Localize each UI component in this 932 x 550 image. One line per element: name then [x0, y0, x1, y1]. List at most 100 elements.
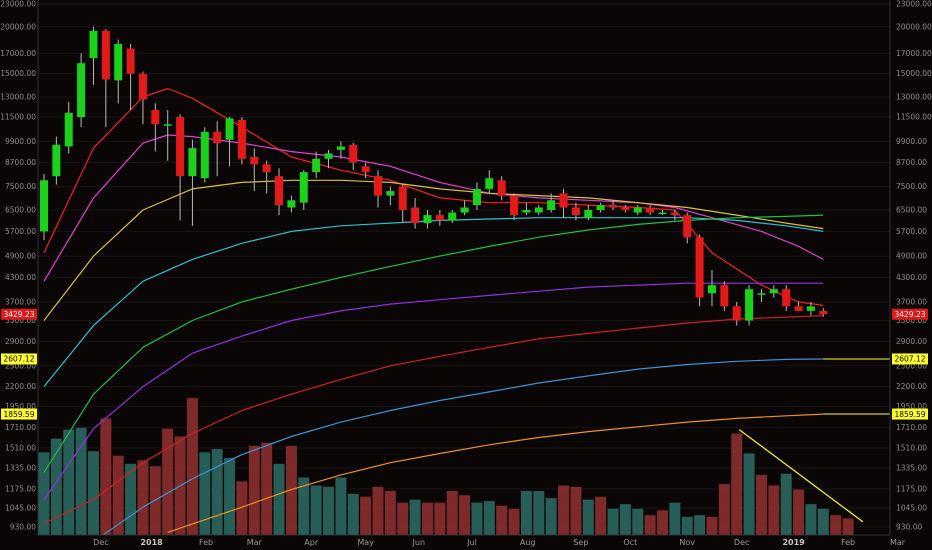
y-tick-right: 1950.00 — [896, 402, 927, 411]
volume-bar — [323, 486, 335, 535]
volume-bar — [582, 499, 594, 535]
y-tick-left: 13000.00 — [0, 93, 36, 102]
volume-bar — [706, 516, 718, 535]
volume-bar — [817, 508, 829, 535]
x-tick-label: Mar — [890, 538, 906, 547]
y-tick-left: 2200.00 — [5, 382, 36, 391]
trendline[interactable] — [738, 429, 864, 523]
volume-bar — [112, 455, 124, 535]
y-tick-right: 15000.00 — [896, 69, 932, 78]
candle — [423, 210, 432, 229]
y-tick-left: 4300.00 — [5, 273, 36, 282]
right-price-axis[interactable]: 930.00 1045.00 1175.00 1335.00 1510.00 1710.0… — [896, 0, 932, 532]
volume-bar — [471, 502, 483, 535]
y-tick-right: 4900.00 — [896, 252, 927, 261]
moving-average-line — [43, 315, 824, 525]
candle — [571, 202, 580, 221]
volume-bar — [335, 477, 347, 535]
x-axis-strip — [0, 535, 932, 550]
volume-bar — [558, 485, 570, 535]
left-price-axis[interactable]: 930.00 1045.00 1175.00 1335.00 1510.00 1710.0… — [0, 0, 36, 532]
volume-bar — [842, 518, 854, 535]
level-badge-text: 1859.59 — [894, 410, 925, 419]
volume-bar — [261, 442, 273, 535]
y-tick-right: 7500.00 — [896, 182, 927, 191]
y-tick-left: 7500.00 — [5, 182, 36, 191]
level-badge-left — [1, 408, 37, 420]
y-tick-left: 930.00 — [10, 523, 36, 532]
y-tick-right: 4300.00 — [896, 273, 927, 282]
y-tick-left: 1710.00 — [5, 423, 36, 432]
y-tick-left: 1175.00 — [5, 484, 36, 493]
volume-bar — [694, 515, 706, 535]
moving-average-line — [43, 179, 824, 321]
x-tick-label: Feb — [841, 538, 855, 547]
volume-bar — [508, 508, 520, 535]
volume-bar — [657, 510, 668, 535]
y-tick-left: 1045.00 — [5, 503, 36, 512]
volume-bar — [372, 486, 384, 535]
volume-bar — [520, 490, 532, 535]
candle — [373, 170, 382, 208]
candle — [52, 136, 61, 185]
candle — [176, 114, 185, 221]
volume-bar — [768, 485, 780, 535]
volume-bar — [434, 502, 446, 535]
candle — [522, 202, 531, 216]
candle — [349, 143, 358, 171]
volume-bar — [533, 490, 545, 535]
candle — [336, 141, 345, 159]
candle — [40, 174, 48, 241]
y-tick-left: 1335.00 — [5, 464, 36, 473]
y-tick-left: 1950.00 — [5, 402, 36, 411]
candle — [460, 200, 469, 216]
x-tick-label: Feb — [199, 538, 213, 547]
y-tick-left: 4900.00 — [5, 252, 36, 261]
y-tick-right: 3300.00 — [896, 316, 927, 325]
volume-bar — [421, 502, 433, 535]
candle — [745, 285, 754, 326]
candle — [188, 139, 197, 226]
y-tick-left: 3300.00 — [5, 316, 36, 325]
candle — [497, 176, 506, 201]
volume-bar — [224, 458, 236, 535]
level-badge-right — [892, 408, 928, 420]
candle — [547, 193, 556, 213]
y-tick-right: 17000.00 — [896, 49, 932, 58]
y-tick-left: 2500.00 — [5, 361, 36, 370]
x-tick-label: May — [357, 538, 374, 547]
y-tick-right: 3700.00 — [896, 297, 927, 306]
candle — [324, 149, 333, 169]
volume-bar — [248, 445, 260, 535]
x-tick-label: Nov — [679, 538, 695, 547]
volume-bar — [63, 429, 75, 535]
volume-bar — [100, 418, 112, 535]
volume-bar — [125, 463, 137, 535]
y-tick-right: 8700.00 — [896, 158, 927, 167]
time-axis[interactable]: Dec 2018 Feb Mar Apr May Jun Jul Aug Sep Oct Nov Dec… — [93, 538, 906, 547]
volume-bar — [805, 504, 817, 535]
volume-bar — [595, 496, 607, 535]
candle — [361, 162, 370, 179]
volume-bars — [38, 398, 854, 535]
volume-bar — [718, 484, 730, 535]
volume-bar — [75, 427, 87, 535]
candle — [213, 121, 222, 177]
candle — [275, 168, 284, 216]
candle — [312, 151, 321, 179]
volume-bar — [162, 428, 174, 535]
volume-bar — [743, 453, 755, 535]
volume-bar — [669, 502, 681, 535]
volume-bar — [298, 477, 310, 535]
volume-bar — [360, 496, 372, 535]
volume-trendline[interactable] — [738, 429, 864, 523]
candle — [101, 29, 110, 128]
candle — [609, 200, 618, 211]
moving-average-line — [43, 214, 824, 473]
y-tick-right: 1335.00 — [896, 464, 927, 473]
volume-bar — [310, 485, 322, 535]
volume-bar — [607, 508, 619, 535]
x-tick-label: Aug — [520, 538, 536, 547]
x-tick-label: Oct — [623, 538, 637, 547]
